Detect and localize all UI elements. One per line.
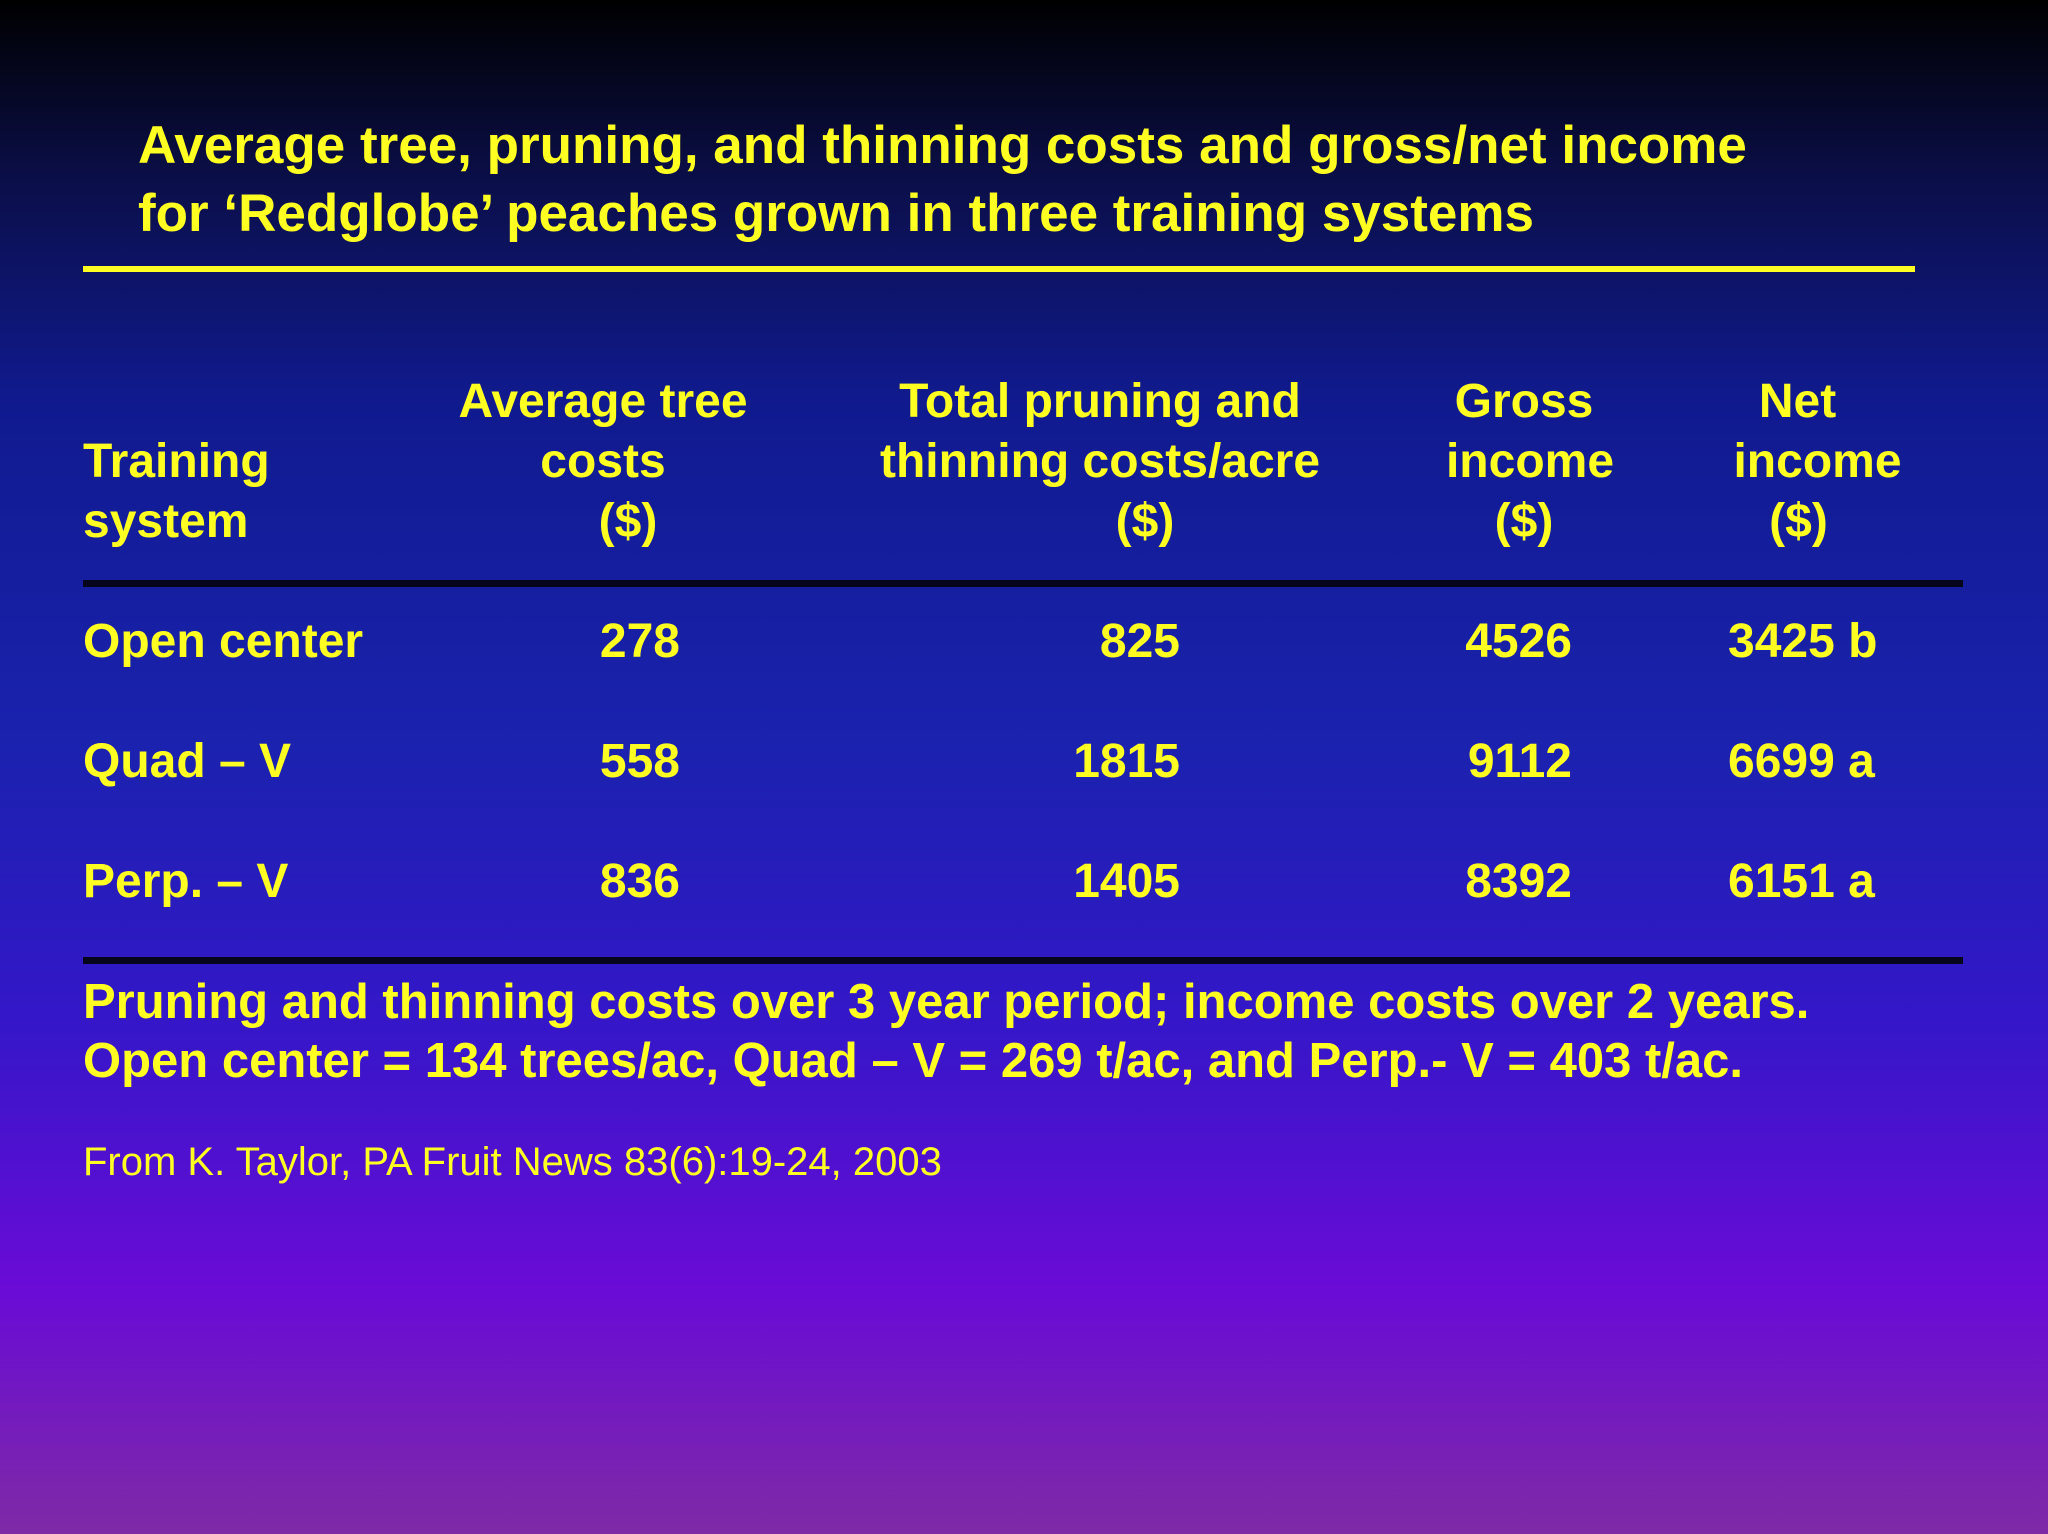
header-line: system (83, 495, 249, 548)
header-line: Training (83, 435, 270, 488)
header-line: ($) (598, 495, 658, 548)
header-line: costs (540, 435, 666, 488)
header-gross-income: Gross income ($) (1420, 372, 1640, 552)
header-line: ($) (1494, 495, 1554, 548)
slide-title: Average tree, pruning, and thinning cost… (138, 112, 1938, 248)
row-label-perp-v: Perp. – V (83, 855, 289, 908)
cell-gross-income: 4526 (1465, 615, 1572, 668)
header-line: ($) (1769, 495, 1828, 548)
header-line: income (1445, 435, 1615, 488)
header-average-tree-costs: Average tree costs ($) (433, 372, 773, 552)
header-pruning-thinning-costs: Total pruning and thinning costs/acre ($… (850, 372, 1350, 552)
cell-net-income: 3425 b (1728, 615, 1878, 668)
header-line: Gross (1454, 375, 1594, 428)
header-line: Total pruning and (899, 375, 1301, 428)
title-line-2: for ‘Redglobe’ peaches grown in three tr… (138, 184, 1534, 243)
note-line-1: Pruning and thinning costs over 3 year p… (83, 975, 1810, 1029)
cell-tree-costs: 558 (599, 735, 680, 788)
title-line-1: Average tree, pruning, and thinning cost… (138, 116, 1747, 175)
header-net-income: Net income ($) (1705, 372, 1930, 552)
cell-gross-income: 9112 (1467, 735, 1572, 788)
title-underline (83, 266, 1915, 272)
cell-tree-costs: 836 (599, 855, 680, 908)
cell-net-income: 6699 a (1728, 735, 1875, 788)
header-line (83, 372, 270, 432)
header-line: income (1733, 435, 1902, 488)
note-line-2: Open center = 134 trees/ac, Quad – V = 2… (83, 1034, 1744, 1088)
row-label-open-center: Open center (83, 615, 364, 668)
table-notes: Pruning and thinning costs over 3 year p… (83, 973, 1809, 1091)
header-line: ($) (1115, 495, 1175, 548)
row-label-quad-v: Quad – V (83, 735, 292, 788)
header-line: thinning costs/acre (879, 435, 1321, 488)
source-citation: From K. Taylor, PA Fruit News 83(6):19-2… (83, 1140, 942, 1184)
table-bottom-rule (83, 957, 1963, 964)
cell-pruning-thinning: 1405 (1073, 855, 1180, 908)
header-line: Average tree (458, 375, 748, 428)
header-line: Net (1758, 375, 1837, 428)
cell-tree-costs: 278 (599, 615, 680, 668)
header-rule (83, 580, 1963, 587)
cell-net-income: 6151 a (1728, 855, 1875, 908)
header-training-system: Training system (83, 372, 270, 552)
cell-pruning-thinning: 1815 (1073, 735, 1180, 788)
cell-pruning-thinning: 825 (1099, 615, 1180, 668)
cell-gross-income: 8392 (1465, 855, 1572, 908)
